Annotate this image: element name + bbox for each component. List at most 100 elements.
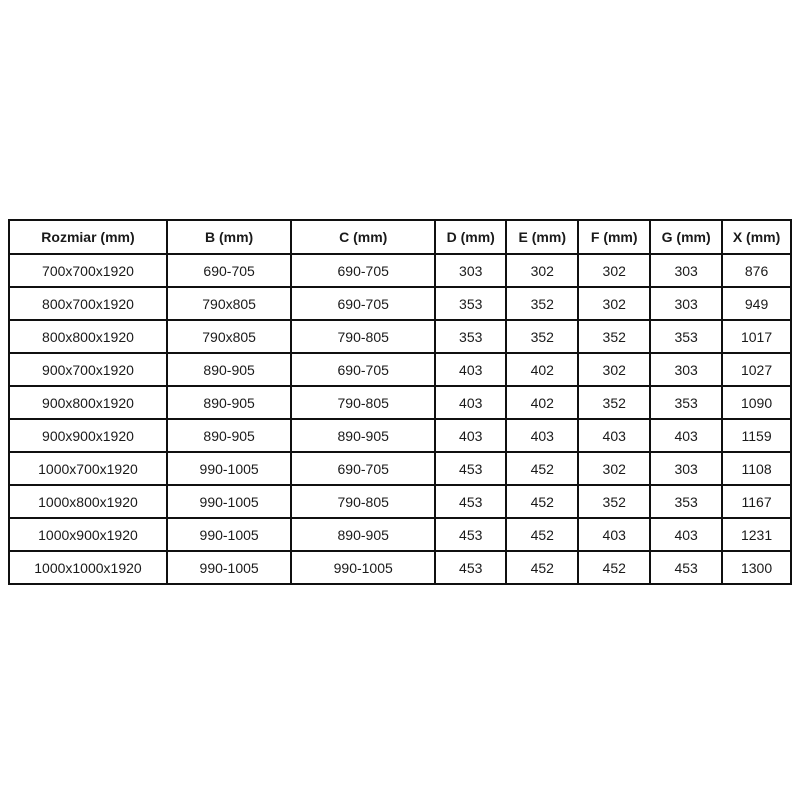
- size-dimensions-table: Rozmiar (mm) B (mm) C (mm) D (mm) E (mm) F (m…: [8, 219, 792, 585]
- table-cell: 352: [505, 319, 580, 354]
- table-cell: 1000x700x1920: [8, 451, 168, 486]
- table-cell: 402: [505, 385, 580, 420]
- table-row: 800x800x1920 790x805 790-805 353 352 352 353 10…: [8, 319, 792, 354]
- table-cell: 353: [434, 319, 508, 354]
- table-cell: 876: [721, 253, 792, 288]
- table-cell: 303: [649, 253, 724, 288]
- table-cell: 790-805: [290, 484, 437, 519]
- table-cell: 353: [649, 319, 724, 354]
- table-cell: 1000x800x1920: [8, 484, 168, 519]
- table-cell: 353: [434, 286, 508, 321]
- table-cell: 1000x1000x1920: [8, 550, 168, 585]
- table-row: 900x800x1920 890-905 790-805 403 402 352 353 10…: [8, 385, 792, 420]
- table-cell: 990-1005: [290, 550, 437, 585]
- table-cell: 403: [434, 352, 508, 387]
- table-cell: 353: [649, 484, 724, 519]
- table-cell: 900x700x1920: [8, 352, 168, 387]
- table-cell: 890-905: [290, 418, 437, 453]
- column-header: E (mm): [505, 219, 580, 255]
- table-cell: 453: [649, 550, 724, 585]
- table-row: 1000x700x1920 990-1005 690-705 453 452 302 303…: [8, 451, 792, 486]
- table-cell: 790x805: [165, 286, 293, 321]
- column-header: D (mm): [434, 219, 508, 255]
- table-cell: 690-705: [290, 451, 437, 486]
- table-cell: 690-705: [290, 253, 437, 288]
- column-header: F (mm): [577, 219, 652, 255]
- table-cell: 403: [434, 418, 508, 453]
- table-cell: 990-1005: [165, 517, 293, 552]
- table-cell: 403: [649, 418, 724, 453]
- table-cell: 990-1005: [165, 451, 293, 486]
- table-cell: 403: [577, 517, 652, 552]
- table-cell: 302: [577, 286, 652, 321]
- column-header: Rozmiar (mm): [8, 219, 168, 255]
- table-row: 900x700x1920 890-905 690-705 403 402 302 303 10…: [8, 352, 792, 387]
- table-cell: 1108: [721, 451, 792, 486]
- table-cell: 302: [577, 352, 652, 387]
- table-cell: 900x800x1920: [8, 385, 168, 420]
- table-cell: 452: [577, 550, 652, 585]
- table-cell: 690-705: [165, 253, 293, 288]
- table-cell: 403: [505, 418, 580, 453]
- table-cell: 1300: [721, 550, 792, 585]
- table-cell: 1017: [721, 319, 792, 354]
- table-cell: 303: [649, 286, 724, 321]
- table-cell: 790-805: [290, 319, 437, 354]
- table-cell: 790x805: [165, 319, 293, 354]
- table-header-row: Rozmiar (mm) B (mm) C (mm) D (mm) E (mm) F (m…: [8, 219, 792, 255]
- table-cell: 452: [505, 451, 580, 486]
- table-header: Rozmiar (mm) B (mm) C (mm) D (mm) E (mm) F (m…: [8, 219, 792, 255]
- table-cell: 690-705: [290, 286, 437, 321]
- table-cell: 1231: [721, 517, 792, 552]
- table-cell: 1090: [721, 385, 792, 420]
- table-cell: 1000x900x1920: [8, 517, 168, 552]
- table-cell: 352: [577, 319, 652, 354]
- table-cell: 990-1005: [165, 484, 293, 519]
- table-cell: 890-905: [165, 418, 293, 453]
- table-cell: 352: [577, 385, 652, 420]
- table-cell: 452: [505, 484, 580, 519]
- table-cell: 302: [577, 253, 652, 288]
- table-cell: 690-705: [290, 352, 437, 387]
- column-header: X (mm): [721, 219, 792, 255]
- table-cell: 452: [505, 517, 580, 552]
- table-cell: 352: [505, 286, 580, 321]
- column-header: C (mm): [290, 219, 437, 255]
- table-cell: 800x700x1920: [8, 286, 168, 321]
- table-cell: 453: [434, 484, 508, 519]
- column-header: B (mm): [165, 219, 293, 255]
- table-cell: 790-805: [290, 385, 437, 420]
- table-cell: 1167: [721, 484, 792, 519]
- table-cell: 403: [577, 418, 652, 453]
- table-row: 1000x900x1920 990-1005 890-905 453 452 403 403…: [8, 517, 792, 552]
- table-cell: 1027: [721, 352, 792, 387]
- table-cell: 453: [434, 517, 508, 552]
- table-body: 700x700x1920 690-705 690-705 303 302 302 303 87…: [8, 253, 792, 585]
- table-cell: 949: [721, 286, 792, 321]
- table-cell: 890-905: [165, 385, 293, 420]
- table-cell: 800x800x1920: [8, 319, 168, 354]
- table-row: 1000x800x1920 990-1005 790-805 453 452 352 353…: [8, 484, 792, 519]
- table-cell: 990-1005: [165, 550, 293, 585]
- table-row: 800x700x1920 790x805 690-705 353 352 302 303 94…: [8, 286, 792, 321]
- column-header: G (mm): [649, 219, 724, 255]
- table-cell: 303: [649, 352, 724, 387]
- table-cell: 453: [434, 451, 508, 486]
- table-cell: 403: [649, 517, 724, 552]
- table-cell: 352: [577, 484, 652, 519]
- table-cell: 452: [505, 550, 580, 585]
- table-cell: 302: [577, 451, 652, 486]
- table-cell: 402: [505, 352, 580, 387]
- table-cell: 700x700x1920: [8, 253, 168, 288]
- table-row: 700x700x1920 690-705 690-705 303 302 302 303 87…: [8, 253, 792, 288]
- table-cell: 302: [505, 253, 580, 288]
- table-cell: 453: [434, 550, 508, 585]
- table-cell: 353: [649, 385, 724, 420]
- table-row: 900x900x1920 890-905 890-905 403 403 403 403 11…: [8, 418, 792, 453]
- table-cell: 890-905: [165, 352, 293, 387]
- table-cell: 303: [649, 451, 724, 486]
- table-cell: 900x900x1920: [8, 418, 168, 453]
- table-cell: 1159: [721, 418, 792, 453]
- table-row: 1000x1000x1920 990-1005 990-1005 453 452 452 4…: [8, 550, 792, 585]
